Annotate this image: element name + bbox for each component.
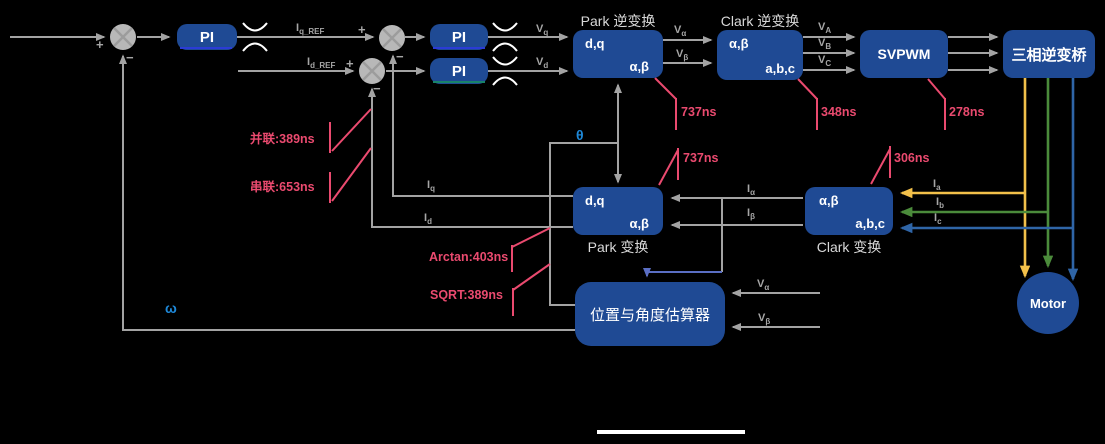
signal-label-vd: Vd — [536, 56, 549, 71]
motor-block: Motor — [1017, 272, 1079, 334]
mark-sqrt — [512, 263, 551, 316]
estimator-block: 位置与角度估算器 — [575, 282, 725, 346]
j3-plus-sign: + — [346, 56, 354, 71]
annotation-park-inverse-time: 737ns — [681, 105, 717, 119]
park-caption: Park 变换 — [587, 239, 649, 255]
annotation-clark-inverse-time: 348ns — [821, 105, 857, 119]
park-inverse-ab: α,β — [629, 59, 649, 74]
signal-label-vB: VB — [818, 37, 832, 52]
sum-junction-id — [359, 58, 385, 84]
pi-speed-label: PI — [199, 28, 215, 46]
j2-plus-sign: + — [358, 22, 366, 37]
signal-label-iq-ref: Iq_REF — [296, 22, 325, 37]
break-symbol-1 — [242, 22, 268, 52]
mark-clark-time — [870, 146, 891, 185]
estimator-label: 位置与角度估算器 — [589, 306, 710, 324]
annotation-parallel: 并联:389ns — [250, 132, 315, 146]
pi-speed-block: PI — [177, 24, 237, 50]
motor-label: Motor — [1029, 295, 1067, 311]
inverter-block: 三相逆变桥 — [1003, 30, 1095, 78]
j1-plus-sign: + — [96, 37, 104, 52]
park-inverse-caption: Park 逆变换 — [580, 13, 656, 29]
svpwm-block: SVPWM — [860, 30, 948, 78]
clark-abc: a,b,c — [855, 216, 885, 231]
park-dq: d,q — [585, 193, 605, 208]
park-inverse-block: d,q α,β — [573, 30, 663, 78]
signal-label-v-beta: Vβ — [676, 48, 689, 63]
mark-clark-inverse-time — [797, 78, 818, 130]
sum-junction-speed — [110, 24, 136, 50]
pi-d-block: PI — [430, 58, 488, 84]
pi-speed-underline — [180, 47, 232, 49]
wire-omega-feedback — [119, 54, 575, 331]
j1-minus-sign: − — [126, 50, 134, 65]
signal-label-vq: Vq — [536, 23, 549, 38]
mark-park-inverse-time — [654, 77, 677, 130]
sum-junction-iq — [379, 25, 405, 51]
wire-break-symbols — [242, 22, 518, 86]
signal-label-ib: Ib — [936, 196, 944, 211]
wire-theta-trunk — [549, 142, 618, 306]
clark-inverse-block: α,β a,b,c — [717, 30, 803, 80]
clark-ab: α,β — [819, 193, 839, 208]
annotation-marks — [329, 77, 946, 316]
signal-label-id-feedback: Id — [424, 212, 432, 227]
bottom-divider-bar — [597, 430, 745, 434]
signal-label-i-beta: Iβ — [747, 207, 755, 222]
signal-label-i-alpha: Iα — [747, 183, 755, 198]
wire-estimator-tap-horizontal — [643, 268, 722, 278]
signal-label-id-ref: Id_REF — [307, 56, 336, 71]
pi-q-label: PI — [451, 28, 467, 46]
signal-label-v-alpha-est: Vα — [757, 278, 770, 293]
phase-wires — [899, 78, 1079, 282]
theta-label: θ — [576, 127, 584, 143]
signal-label-v-alpha: Vα — [674, 24, 687, 39]
pi-q-underline — [433, 47, 485, 49]
inverter-label: 三相逆变桥 — [1011, 46, 1087, 64]
annotation-park-time: 737ns — [683, 151, 719, 165]
clark-caption: Clark 变换 — [816, 239, 882, 255]
clark-block: α,β a,b,c — [805, 187, 893, 235]
clark-inverse-ab: α,β — [729, 36, 749, 51]
mark-parallel — [329, 108, 372, 153]
mark-park-time — [658, 148, 679, 186]
wire-id-feedback — [368, 87, 573, 228]
signal-label-ic: Ic — [934, 212, 942, 227]
mark-svpwm-time — [927, 78, 946, 130]
break-symbol-3 — [492, 56, 518, 86]
annotation-arctan: Arctan:403ns — [429, 250, 509, 264]
signal-label-iq-feedback: Iq — [427, 179, 435, 194]
annotation-svpwm-time: 278ns — [949, 105, 985, 119]
park-ab: α,β — [629, 216, 649, 231]
signal-label-vA: VA — [818, 21, 832, 36]
mark-arctan — [511, 227, 551, 272]
omega-label: ω — [165, 300, 177, 316]
signal-label-ia: Ia — [933, 178, 941, 193]
break-symbol-2 — [492, 22, 518, 52]
clark-inverse-abc: a,b,c — [765, 61, 795, 76]
j3-minus-sign: − — [373, 81, 381, 96]
pi-d-underline — [433, 81, 485, 83]
annotation-series: 串联:653ns — [250, 180, 315, 194]
sum-junctions — [110, 24, 405, 84]
annotation-sqrt: SQRT:389ns — [430, 288, 503, 302]
gray-wires — [10, 33, 999, 331]
clark-inverse-caption: Clark 逆变换 — [720, 13, 800, 29]
pi-q-block: PI — [430, 24, 488, 50]
annotation-clark-time: 306ns — [894, 151, 930, 165]
park-inverse-dq: d,q — [585, 36, 605, 51]
park-block: d,q α,β — [573, 187, 663, 235]
signal-label-vC: VC — [818, 54, 832, 69]
pi-d-label: PI — [451, 62, 467, 80]
svpwm-label: SVPWM — [877, 46, 931, 62]
mark-series — [329, 147, 372, 203]
signal-label-v-beta-est: Vβ — [758, 312, 771, 327]
j2-minus-sign: − — [396, 49, 404, 64]
wire-iq-feedback — [389, 54, 573, 197]
